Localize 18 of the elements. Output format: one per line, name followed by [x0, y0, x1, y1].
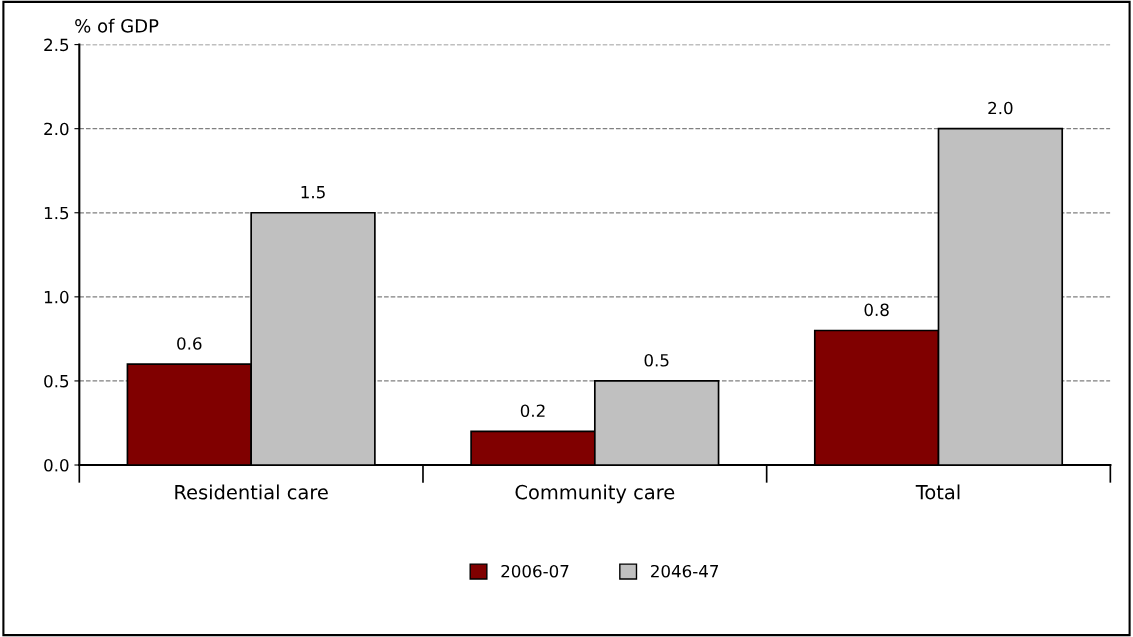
x-tick-label: Residential care [175, 484, 328, 500]
data-label: 1.5 [301, 186, 325, 199]
text: 2.5 [44, 38, 69, 52]
legend-label: 2006-07 [501, 564, 569, 578]
legend-label: 2046-47 [651, 564, 719, 578]
data-label: 0.8 [864, 303, 889, 317]
data-label: 0.2 [520, 404, 545, 418]
text: 1.5 [44, 206, 69, 220]
data-label: 0.5 [644, 353, 669, 367]
text: 1.0 [44, 290, 69, 304]
data-label: 2.0 [988, 101, 1013, 115]
x-tick-label: Total [915, 484, 960, 500]
data-label: 0.6 [177, 337, 202, 350]
text: 2.0 [44, 122, 69, 136]
x-tick-label: Community care [515, 484, 675, 504]
y-axis-title: % of GDP [75, 18, 159, 33]
text: 0.5 [44, 374, 69, 388]
text: 0.0 [44, 458, 69, 472]
